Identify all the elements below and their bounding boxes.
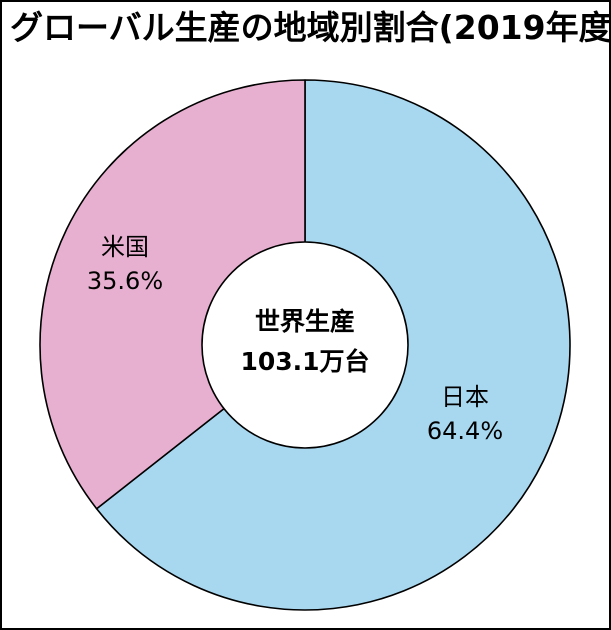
chart-title: グローバル生産の地域別割合(2019年度) [10, 8, 611, 47]
slice-label-japan: 日本 [441, 383, 489, 411]
slice-value-usa: 35.6% [87, 267, 163, 295]
slice-label-usa: 米国 [101, 233, 149, 261]
slice-value-japan: 64.4% [427, 417, 503, 445]
slice-labels: 日本 64.4% 米国 35.6% [87, 233, 503, 445]
slice-usa [39, 79, 306, 510]
center-label-line-2: 103.1万台 [240, 347, 369, 376]
donut-hole [201, 241, 409, 449]
center-label-line-1: 世界生産 [255, 307, 355, 336]
